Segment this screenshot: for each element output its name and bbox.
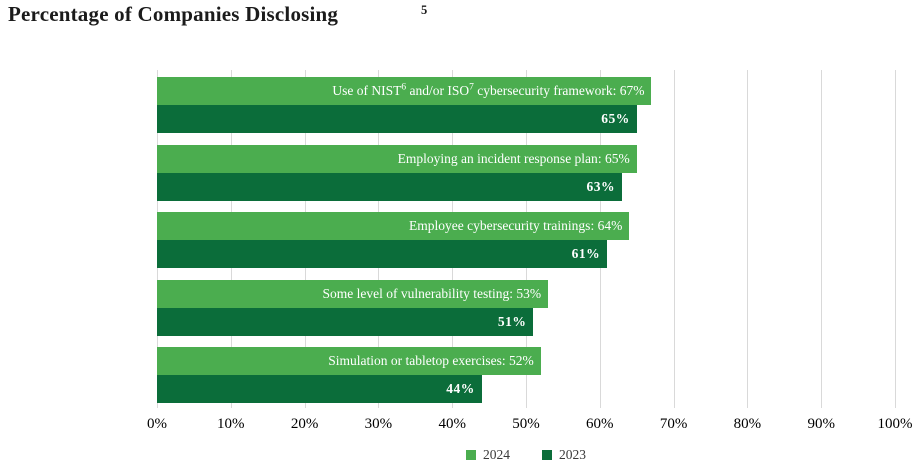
bar-2023: 44% [157, 375, 482, 403]
gridline [673, 70, 675, 408]
bar-group: Simulation or tabletop exercises: 52% 44% [157, 347, 895, 403]
x-axis-tick-label: 50% [512, 416, 540, 432]
bar-value-label: Employee cybersecurity trainings: 64% [408, 218, 623, 233]
bar-2023: 61% [157, 240, 608, 268]
bar-group: Use of NIST6 and/or ISO7 cybersecurity f… [157, 77, 895, 133]
bar-groups: Use of NIST6 and/or ISO7 cybersecurity f… [157, 77, 895, 403]
bar-2024: Use of NIST6 and/or ISO7 cybersecurity f… [157, 77, 652, 105]
bar-value-label: Some level of vulnerability testing: 53% [322, 285, 542, 301]
bar-value-label: Simulation or tabletop exercises: 52% [328, 353, 534, 368]
bar-value-label: Employing an incident response plan: 65% [397, 150, 630, 166]
bar-value-label: Use of NIST6 and/or ISO7 cybersecurity f… [332, 82, 645, 98]
gridline [895, 70, 896, 408]
bar-2024: Some level of vulnerability testing: 53% [157, 279, 549, 308]
bar-2024: Employee cybersecurity trainings: 64% [157, 212, 630, 240]
bar-value-label: 44% [446, 381, 475, 396]
x-axis-tick-label: 0% [147, 416, 167, 432]
x-axis-tick-label: 30% [364, 416, 393, 432]
legend-item-2023: 2023 [542, 447, 586, 463]
bar-value-label: 65% [601, 111, 630, 126]
gridline [747, 70, 749, 408]
bar-group: Employee cybersecurity trainings: 64% 61% [157, 212, 895, 268]
bar-2024: Simulation or tabletop exercises: 52% [157, 347, 541, 375]
legend-swatch [466, 450, 476, 460]
bar-value-label: 51% [497, 313, 527, 329]
x-axis: 0% 10% 20% 30% 40% 50% 60% 70% 80% 90% 100% [147, 416, 913, 436]
x-axis-tick-label: 90% [807, 416, 835, 432]
legend-label: 2023 [559, 447, 586, 462]
legend-swatch [542, 450, 552, 460]
x-axis-tick-label: 40% [438, 416, 466, 432]
legend: 2024 2023 [157, 447, 895, 463]
plot-area: Use of NIST6 and/or ISO7 cybersecurity f… [157, 70, 896, 408]
bar-2024: Employing an incident response plan: 65% [157, 144, 637, 173]
bar-2023: 51% [157, 307, 534, 336]
x-axis-tick-label: 20% [290, 416, 319, 432]
bar-value-label: 61% [571, 246, 601, 261]
gridline [821, 70, 823, 408]
bar-group: Employing an incident response plan: 65%… [157, 144, 895, 201]
bar-group: Some level of vulnerability testing: 53%… [157, 279, 895, 336]
chart-title-footnote-superscript: 5 [421, 3, 428, 17]
legend-item-2024: 2024 [466, 447, 510, 463]
bar-value-label: 63% [586, 178, 615, 194]
bar-2023: 65% [157, 105, 637, 133]
x-axis-tick-label: 80% [733, 416, 762, 432]
bar-2023: 63% [157, 172, 622, 201]
legend-label: 2024 [483, 447, 510, 462]
x-axis-tick-label: 10% [217, 416, 245, 432]
x-axis-tick-label: 70% [659, 416, 688, 432]
chart-title: Percentage of Companies Disclosing [8, 2, 339, 26]
x-axis-tick-label: 100% [877, 416, 913, 432]
x-axis-tick-label: 60% [586, 416, 614, 432]
